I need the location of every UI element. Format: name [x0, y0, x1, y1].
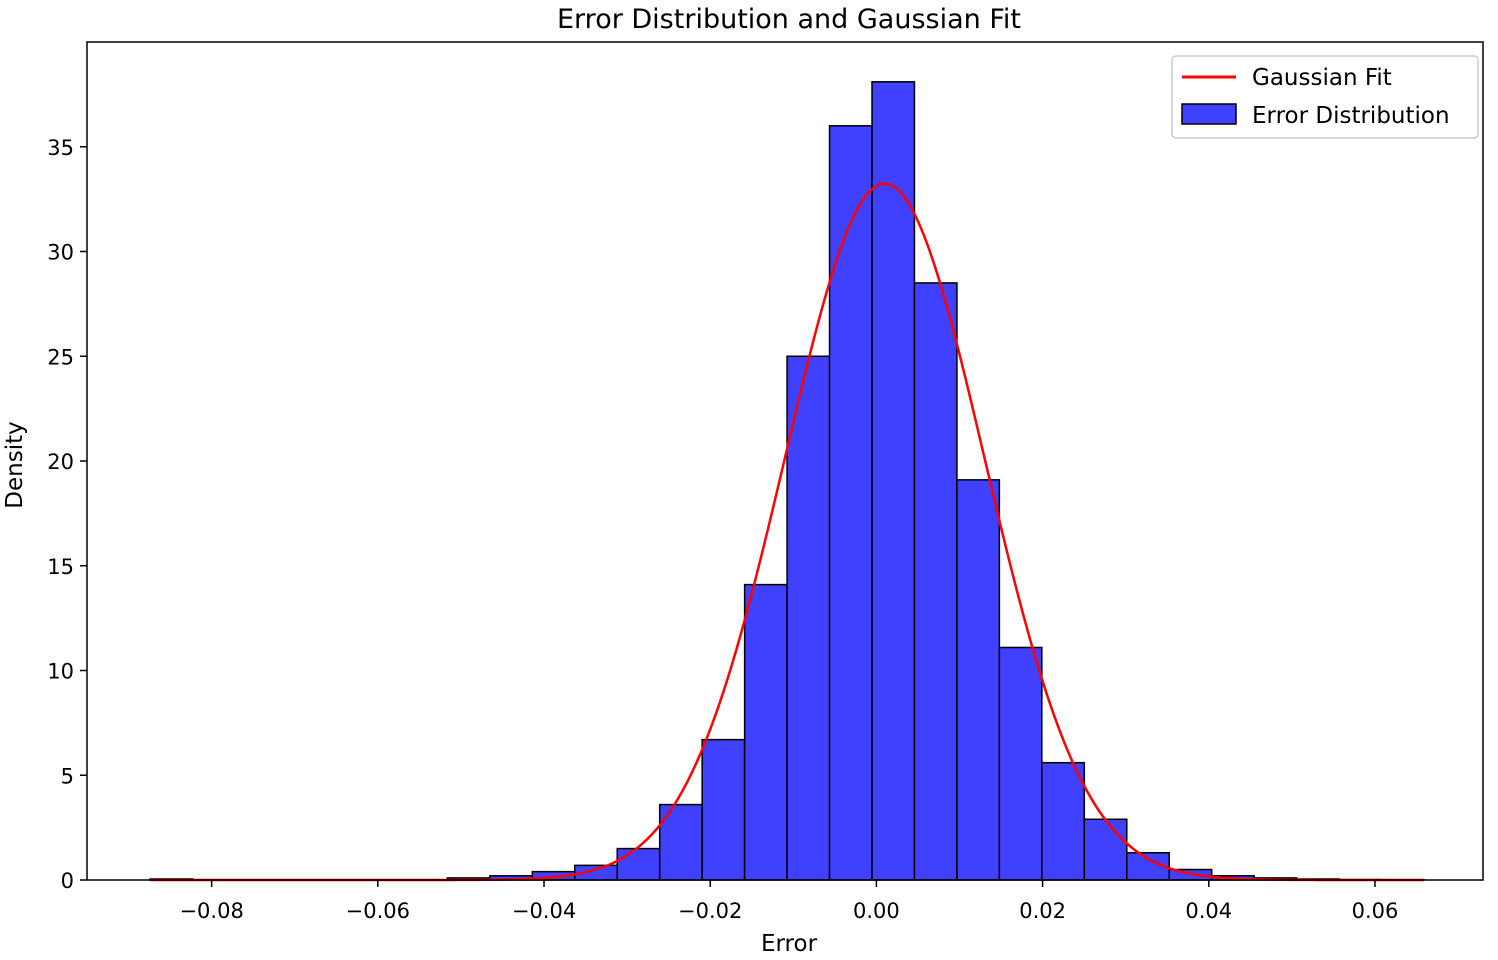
histogram-bar — [1042, 763, 1084, 880]
y-tick-label: 10 — [47, 660, 74, 684]
histogram-bar — [787, 356, 829, 880]
histogram-bar — [1084, 819, 1126, 880]
histogram-bar — [914, 283, 956, 880]
y-tick-label: 15 — [47, 555, 74, 579]
x-tick-label: −0.06 — [346, 899, 410, 923]
histogram-bar — [999, 647, 1041, 880]
histogram-bar — [957, 480, 999, 880]
histogram-bar — [830, 126, 872, 880]
chart-title: Error Distribution and Gaussian Fit — [557, 4, 1021, 35]
x-axis-label: Error — [761, 931, 818, 956]
y-axis: 0 5 10 15 20 25 30 35 — [47, 136, 87, 893]
y-tick-label: 0 — [61, 869, 74, 893]
histogram-bar — [617, 849, 659, 880]
y-tick-label: 25 — [47, 345, 74, 369]
x-tick-label: 0.02 — [1019, 899, 1066, 923]
x-tick-label: 0.04 — [1185, 899, 1232, 923]
x-tick-label: −0.02 — [678, 899, 742, 923]
legend-label-gaussian-fit: Gaussian Fit — [1252, 65, 1392, 91]
y-tick-label: 35 — [47, 136, 74, 160]
y-axis-label: Density — [2, 421, 28, 508]
y-tick-label: 30 — [47, 241, 74, 265]
legend-label-error-distribution: Error Distribution — [1252, 103, 1450, 129]
histogram-bar — [745, 585, 787, 880]
legend-bar-swatch — [1182, 104, 1236, 124]
y-tick-label: 5 — [61, 764, 74, 788]
x-tick-label: −0.04 — [512, 899, 576, 923]
y-tick-label: 20 — [47, 450, 74, 474]
histogram-bar — [702, 740, 744, 880]
x-tick-label: 0.06 — [1352, 899, 1399, 923]
x-tick-label: −0.08 — [179, 899, 243, 923]
x-axis: −0.08 −0.06 −0.04 −0.02 0.00 0.02 0.04 0.06 — [179, 880, 1398, 923]
legend: Gaussian Fit Error Distribution — [1172, 56, 1478, 138]
x-tick-label: 0.00 — [853, 899, 900, 923]
histogram-bars — [150, 82, 1424, 880]
